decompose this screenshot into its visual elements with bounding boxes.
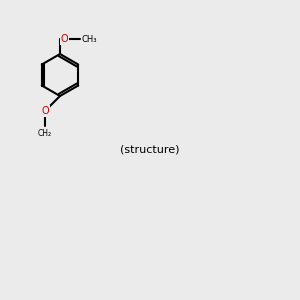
Text: (structure): (structure) <box>120 145 180 155</box>
Text: CH₂: CH₂ <box>38 129 52 138</box>
Text: O: O <box>61 34 68 44</box>
Text: O: O <box>41 106 49 116</box>
Text: CH₃: CH₃ <box>81 34 97 43</box>
